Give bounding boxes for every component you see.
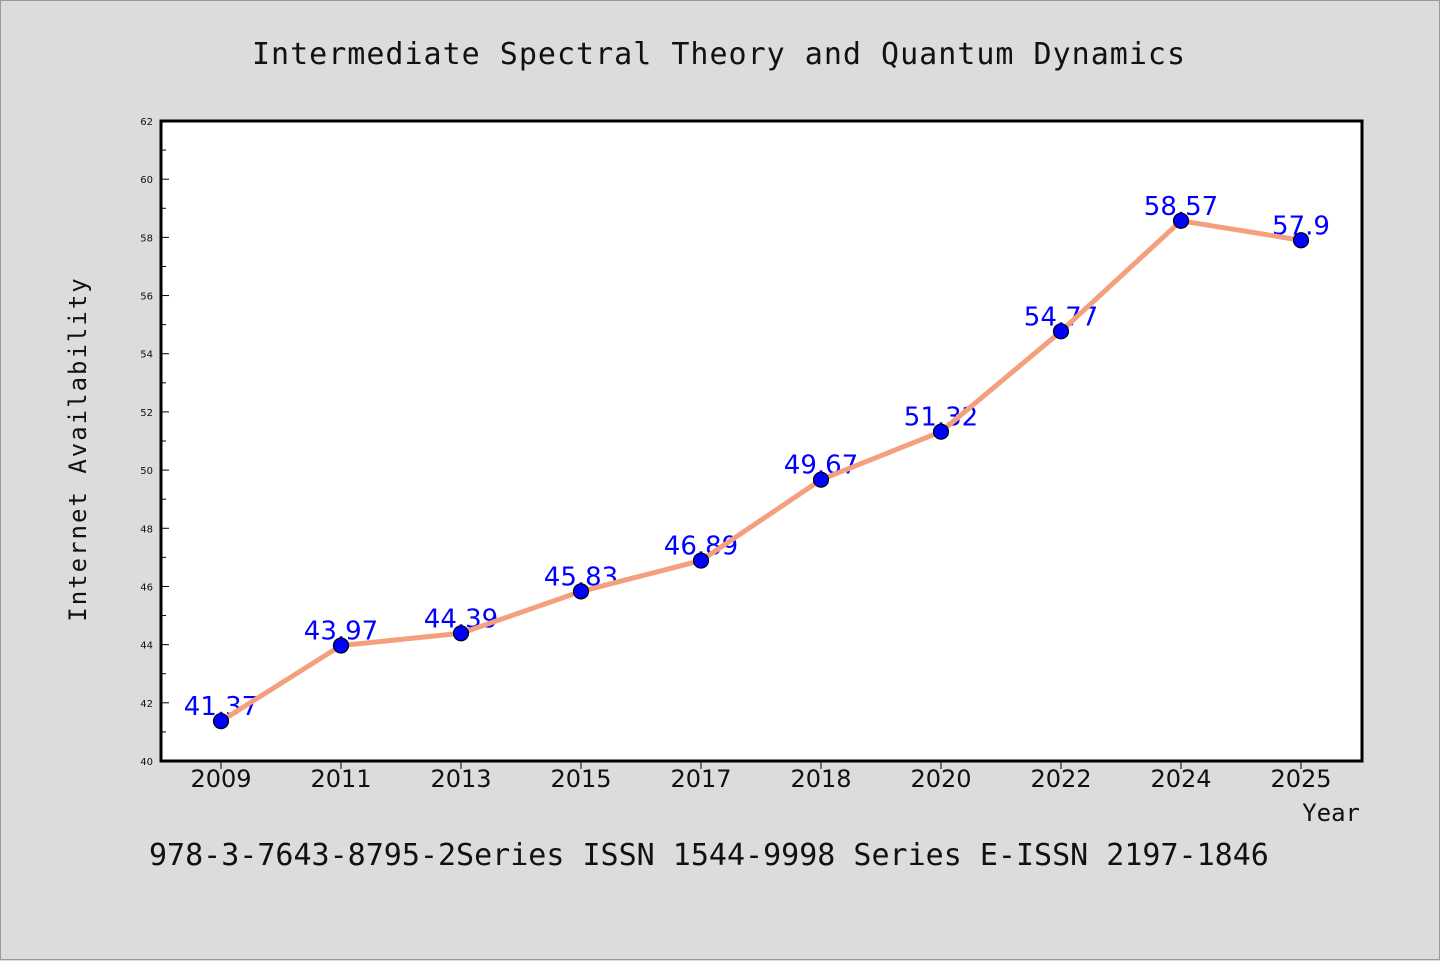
data-point: [812, 471, 830, 488]
x-tick-label: 2018: [790, 765, 851, 793]
plot-area: [159, 119, 1364, 763]
x-axis-label: Year: [1302, 799, 1360, 827]
series-line: [218, 218, 1304, 724]
x-tick-label: 2022: [1030, 765, 1091, 793]
y-tick-label: 58: [140, 233, 153, 244]
data-point: [692, 552, 710, 569]
y-tick-label: 44: [140, 641, 153, 652]
data-point: [1292, 232, 1310, 249]
y-tick-label: 48: [140, 524, 153, 535]
x-axis: 2009 2011 2013 2015 2017 2018 2020 2022 2024 2025: [190, 761, 1332, 793]
data-point: [1052, 323, 1070, 340]
y-axis: 40 42 44 46 48 50 52 54 56 58 60 62: [140, 117, 169, 768]
footer-isbn-issn: 978-3-7643-8795-2Series ISSN 1544-9998 S…: [149, 838, 1269, 873]
x-tick-label: 2025: [1270, 765, 1331, 793]
data-point: [572, 583, 590, 600]
x-tick-label: 2011: [310, 765, 371, 793]
data-point: [332, 637, 350, 654]
y-tick-label: 52: [140, 408, 153, 419]
x-tick-label: 2017: [670, 765, 731, 793]
data-point: [932, 423, 950, 440]
x-tick-label: 2013: [430, 765, 491, 793]
data-point: [452, 625, 470, 642]
y-tick-label: 46: [140, 582, 153, 593]
x-tick-label: 2020: [910, 765, 971, 793]
y-axis-label: Internet Availability: [64, 276, 92, 621]
x-tick-label: 2015: [550, 765, 611, 793]
series-layer: [212, 212, 1310, 730]
y-tick-label: 50: [140, 466, 153, 477]
y-tick-label: 62: [140, 117, 153, 128]
y-tick-label: 56: [140, 292, 153, 303]
y-tick-label: 42: [140, 699, 153, 710]
data-point: [212, 713, 230, 730]
y-tick-label: 54: [140, 350, 153, 361]
data-point: [1172, 212, 1190, 229]
x-tick-label: 2024: [1150, 765, 1211, 793]
y-tick-label: 60: [140, 175, 153, 186]
y-tick-label: 40: [140, 757, 153, 768]
chart-title: Intermediate Spectral Theory and Quantum…: [252, 37, 1186, 72]
x-tick-label: 2009: [190, 765, 251, 793]
